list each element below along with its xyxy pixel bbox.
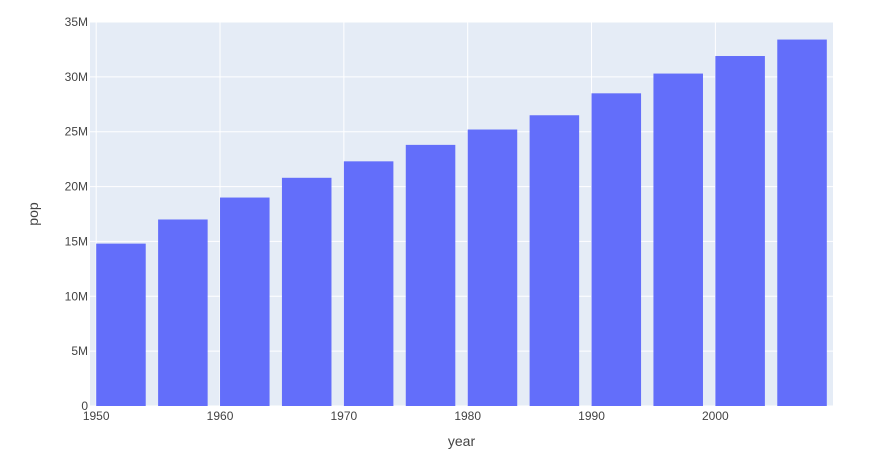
bar[interactable] [777,39,827,406]
y-tick-label: 20M [65,180,88,194]
y-tick-label: 25M [65,125,88,139]
y-tick-label: 10M [65,289,88,303]
x-axis-title: year [448,433,476,449]
bar[interactable] [220,197,270,406]
bars [96,39,827,407]
y-tick-label: 35M [65,15,88,29]
bar[interactable] [653,73,703,407]
bar[interactable] [343,161,394,406]
bar[interactable] [715,56,765,407]
y-tick-label: 30M [65,70,88,84]
bar[interactable] [96,243,146,406]
x-axis-ticks: 1950 1960 1970 1980 1990 2000 [83,409,729,423]
x-tick-label: 1950 [83,409,110,423]
x-tick-label: 2000 [702,409,729,423]
y-axis-title: pop [25,202,41,226]
plot-background [90,22,833,406]
x-tick-label: 1980 [454,409,481,423]
bar[interactable] [467,129,518,406]
y-tick-label: 15M [65,234,88,248]
bar[interactable] [591,93,642,407]
bar[interactable] [281,177,332,406]
x-tick-label: 1970 [331,409,358,423]
y-axis-ticks: 0 5M 10M 15M 20M 25M 30M 35M [65,15,89,413]
bar[interactable] [529,115,580,406]
bar[interactable] [405,144,456,406]
y-tick-label: 0 [81,399,88,413]
x-tick-label: 1990 [578,409,605,423]
x-tick-label: 1960 [207,409,234,423]
y-tick-label: 5M [71,344,88,358]
bar[interactable] [158,219,208,406]
